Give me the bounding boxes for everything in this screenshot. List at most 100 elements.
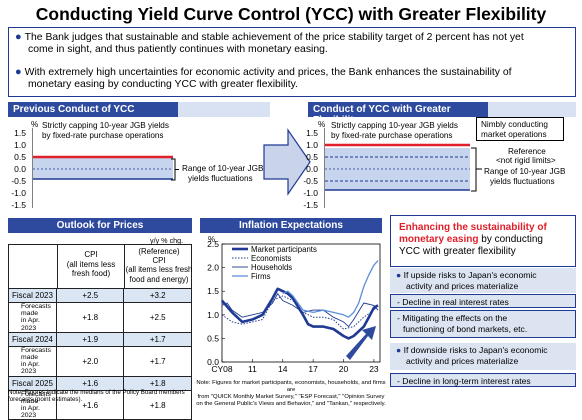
bullet-dot-icon: ● (15, 66, 22, 78)
sub-label-1: Forecasts made (21, 390, 51, 405)
sub-label-1: Forecasts made (21, 346, 51, 362)
series-line-3 (282, 260, 379, 318)
reference-sublabel: <not rigid limits> (496, 156, 556, 165)
left-unit: % (31, 120, 39, 129)
bullet-dot-icon: ● (396, 270, 402, 280)
right-tick: 0.5 (306, 152, 318, 162)
bullet-1-cont: come in sight, and thus patiently contin… (28, 44, 328, 55)
cpi-value: +1.6 (55, 375, 125, 391)
sub-label-2: in Apr. 2023 (21, 317, 40, 332)
table-row: Fiscal 2023 +2.5 +3.2 (8, 288, 192, 303)
upside-box: ● If upside risks to Japan's economic ac… (390, 267, 576, 293)
right-unit: % (318, 120, 326, 129)
outlook-table: Fiscal 2023 +2.5 +3.2 Forecasts made in A… (8, 288, 192, 420)
x-tick-label: 23 (369, 364, 379, 374)
left-ycc-graphic (32, 128, 173, 208)
sustain-rest-2: by conducting (478, 234, 543, 245)
left-range-fill (33, 157, 173, 179)
page-title: Conducting Yield Curve Control (YCC) wit… (35, 4, 547, 24)
chart-note-3: on the General Public's Views and Behavi… (196, 401, 386, 407)
outlook-unit: y/y % chg. (150, 236, 184, 245)
y-tick-label: 2.5 (207, 239, 219, 249)
y-tick-label: 0.5 (207, 333, 219, 343)
core-head-3: (all items less fresh (125, 265, 193, 275)
core-value: +1.7 (123, 331, 192, 347)
left-panel-header-strip (178, 102, 270, 117)
transition-arrow-icon (263, 128, 311, 196)
chart-header: Inflation Expectations (200, 218, 382, 233)
brace-path (171, 158, 179, 181)
right-tick: 1.0 (306, 140, 318, 150)
y-unit-label: % (208, 235, 215, 244)
table-row: Forecasts made in Apr. 2023 +1.8 +2.5 (8, 302, 192, 333)
cpi-head-1: CPI (84, 250, 98, 259)
cpi-forecast: +1.8 (55, 302, 125, 333)
right-note-2: by fixed-rate purchase operations (331, 131, 453, 140)
sustain-red-1: Enhancing the sustainability of (399, 222, 547, 233)
item-bond-2: functioning of bond markets, etc. (403, 323, 528, 334)
nimbly-line-1: Nimbly conducting (481, 120, 548, 129)
core-head-4: food and energy) (129, 274, 189, 284)
right-range-brace (471, 147, 482, 192)
downside-line-2: activity and prices materialize (406, 355, 519, 366)
right-tick: -1.0 (303, 188, 318, 198)
right-range-1: Range of 10-year JGB (484, 167, 566, 176)
left-range-2: yields fluctuations (188, 174, 253, 183)
bullet-dot-icon: ● (15, 31, 22, 43)
right-note-1: Strictly capping 10-year JGB yields (331, 121, 458, 130)
x-tick-label: 14 (278, 364, 288, 374)
item-long-rates: - Decline in long-term interest rates (390, 373, 576, 387)
left-range-brace (171, 158, 179, 181)
x-tick-label: CY08 (211, 364, 233, 374)
bullet-1: ● The Bank judges that sustainable and st… (15, 31, 524, 45)
upside-line-1: ● If upside risks to Japan's economic (396, 270, 570, 281)
right-panel-header-strip (488, 102, 576, 117)
right-tick: 0.0 (306, 164, 318, 174)
core-forecast: +1.7 (123, 345, 192, 377)
chart-note-1: Note: Figures for market participants, e… (196, 380, 386, 393)
left-tick: 0.5 (14, 152, 26, 162)
left-tick: 1.5 (14, 128, 26, 138)
right-panel-header: Conduct of YCC with Greater Flexibility (308, 102, 488, 126)
left-tick: -1.5 (11, 200, 26, 210)
x-tick-label: 17 (308, 364, 318, 374)
left-note-1: Strictly capping 10-year JGB yields (42, 121, 169, 130)
sub-label: Forecasts made in Apr. 2023 (8, 345, 57, 377)
upside-line-2: activity and prices materialize (406, 280, 519, 291)
legend-label: Market participants (251, 245, 317, 254)
left-note-2: by fixed-rate purchase operations (42, 131, 164, 140)
outlook-note-1: Note: Figures indicate the medians of th… (8, 389, 186, 396)
item-bond-markets: - Mitigating the effects on the function… (390, 310, 576, 338)
y-tick-label: 0.0 (207, 357, 219, 367)
chart-note: Note: Figures for market participants, e… (196, 380, 386, 408)
x-tick-label: 20 (339, 364, 349, 374)
outlook-col-head: CPI (all items less fresh food) (Referen… (8, 244, 193, 289)
reference-label: Reference (508, 147, 546, 156)
right-tick: 1.5 (306, 128, 318, 138)
summary-box: ● The Bank judges that sustainable and st… (8, 27, 576, 97)
nimbly-line-2: market operations (481, 129, 547, 139)
series-line-0 (221, 287, 379, 340)
right-ycc-graphic (324, 128, 470, 208)
y-tick-label: 1.5 (207, 286, 219, 296)
core-value: +3.2 (123, 288, 192, 303)
bullet-2-cont: monetary easing by conducting YCC with g… (28, 79, 298, 90)
core-value: +1.8 (123, 375, 192, 391)
sub-label-2: in Apr. 2023 (21, 405, 40, 420)
series-line-2 (221, 293, 379, 328)
sub-label-1: Forecasts made (21, 303, 51, 318)
right-tick: -1.5 (303, 200, 318, 210)
rising-arrow-icon (346, 326, 376, 360)
outlook-note-2: forecasts (point estimates). (8, 396, 83, 403)
series-line-1 (221, 295, 379, 330)
core-head-1: (Reference) (138, 247, 180, 256)
outlook-header: Outlook for Prices (8, 218, 192, 233)
x-tick-label: 11 (248, 364, 257, 374)
left-tick: -0.5 (11, 176, 26, 186)
item-real-rates: - Decline in real interest rates (390, 294, 576, 308)
cpi-col-header: CPI (all items less fresh food) (57, 245, 125, 289)
right-tick: -0.5 (303, 176, 318, 186)
right-range-2: yields fluctuations (490, 177, 555, 186)
downside-text-1: If downside risks to Japan's economic (403, 345, 548, 355)
